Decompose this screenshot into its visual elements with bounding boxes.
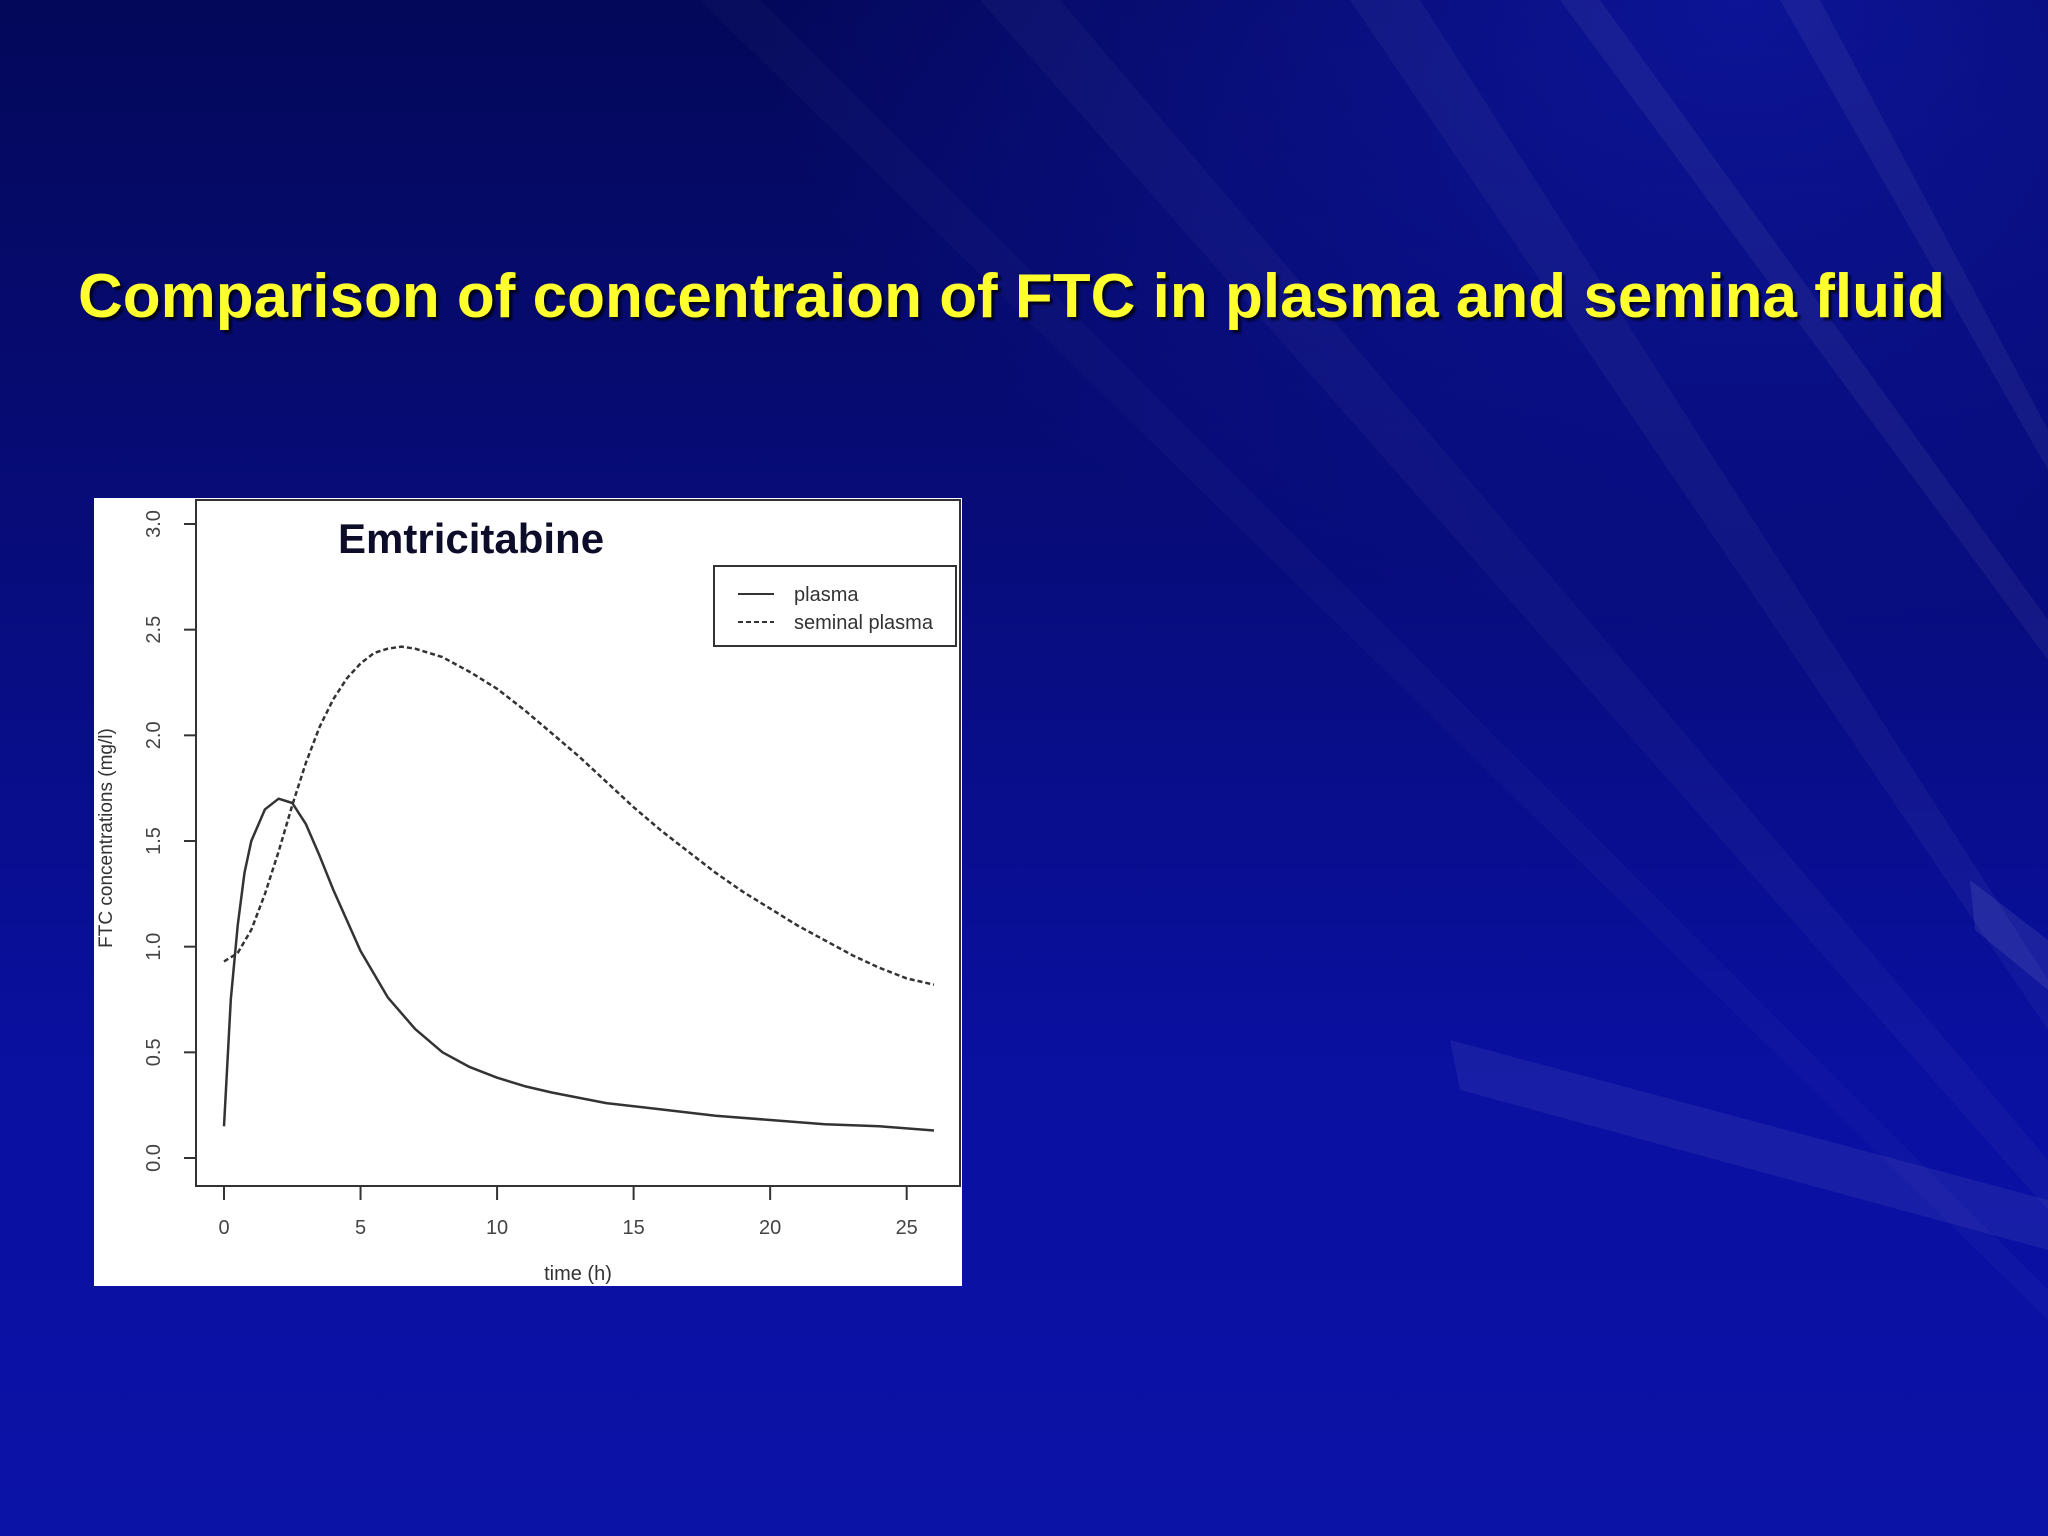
y-tick-label: 1.5 (143, 827, 165, 855)
x-tick-label: 15 (622, 1217, 644, 1239)
x-tick-label: 0 (218, 1217, 229, 1239)
y-tick-label: 0.0 (143, 1144, 165, 1172)
x-tick-label: 10 (486, 1217, 508, 1239)
slide-title: Comparison of concentraion of FTC in pla… (78, 262, 1946, 331)
y-axis-label: FTC concentrations (mg/l) (96, 728, 117, 948)
x-tick-label: 20 (759, 1217, 781, 1239)
chart-annotation: Emtricitabine (338, 515, 605, 562)
y-tick-label: 3.0 (143, 510, 165, 538)
pk-line-chart: 0 5 10 15 20 25 0.0 0.5 1.0 1.5 2.0 2.5 3.0 time (h) F… (96, 499, 961, 1285)
x-tick-label: 5 (355, 1217, 366, 1239)
y-tick-label: 0.5 (143, 1038, 165, 1066)
series-line-seminal-plasma (223, 645, 935, 986)
legend-label: plasma (794, 584, 859, 606)
y-tick-label: 2.0 (143, 721, 165, 749)
chart-panel: 0 5 10 15 20 25 0.0 0.5 1.0 1.5 2.0 2.5 3.0 time (h) F… (94, 498, 962, 1286)
series-line-plasma (222, 797, 935, 1132)
plot-frame (195, 499, 961, 1187)
x-tick-label: 25 (896, 1217, 918, 1239)
legend-label: seminal plasma (794, 612, 934, 634)
y-tick-label: 1.0 (143, 933, 165, 961)
y-tick-label: 2.5 (143, 616, 165, 644)
x-axis-label: time (h) (544, 1263, 612, 1285)
legend-box (713, 565, 957, 647)
